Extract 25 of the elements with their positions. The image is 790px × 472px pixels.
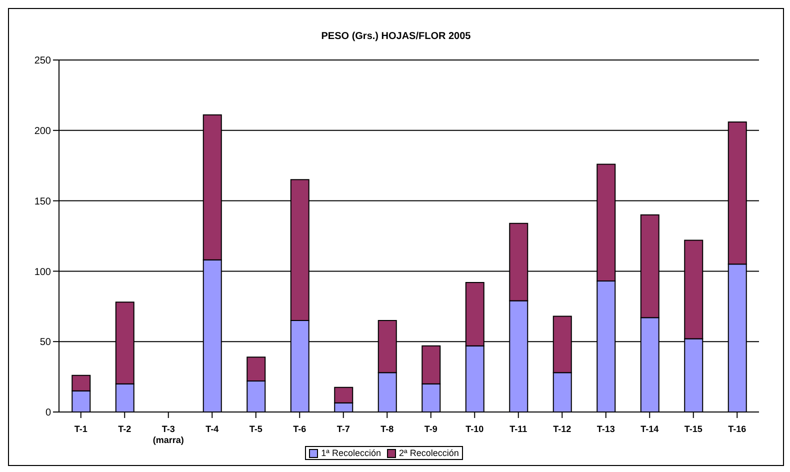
x-tick-label: T-13	[596, 424, 615, 434]
y-tick-label: 200	[34, 126, 52, 137]
x-tick-label: T-14	[640, 424, 659, 434]
legend-label: 1ª Recolección	[320, 448, 381, 458]
x-tick-label: T-2	[118, 424, 132, 434]
y-tick-label: 50	[40, 337, 52, 348]
y-tick-label: 100	[34, 266, 52, 278]
x-tick-label: T-8	[380, 424, 394, 434]
x-tick-label: T-1	[74, 424, 88, 434]
y-tick-label: 150	[34, 196, 52, 208]
x-tick-label: T-7	[336, 424, 350, 434]
x-tick-label: T-10	[466, 424, 484, 434]
x-tick-label: T-6	[293, 424, 306, 434]
x-tick-label: T-16	[728, 424, 746, 434]
x-tick-label: T-9	[424, 424, 438, 434]
y-tick-label: 0	[45, 408, 52, 419]
x-tick-label: T-15	[684, 424, 702, 434]
chart-title: PESO (Grs.) HOJAS/FLOR 2005	[320, 31, 472, 42]
y-tick-label: 250	[34, 56, 52, 67]
x-tick-label: T-12	[553, 424, 572, 434]
x-tick-label: T-11	[510, 424, 528, 434]
x-tick-label: T-4	[206, 424, 219, 434]
legend-label: 2ª Recolección	[398, 448, 459, 458]
x-tick-label: T-5	[249, 424, 262, 434]
x-tick-label: T-3 (marra)	[152, 424, 184, 445]
